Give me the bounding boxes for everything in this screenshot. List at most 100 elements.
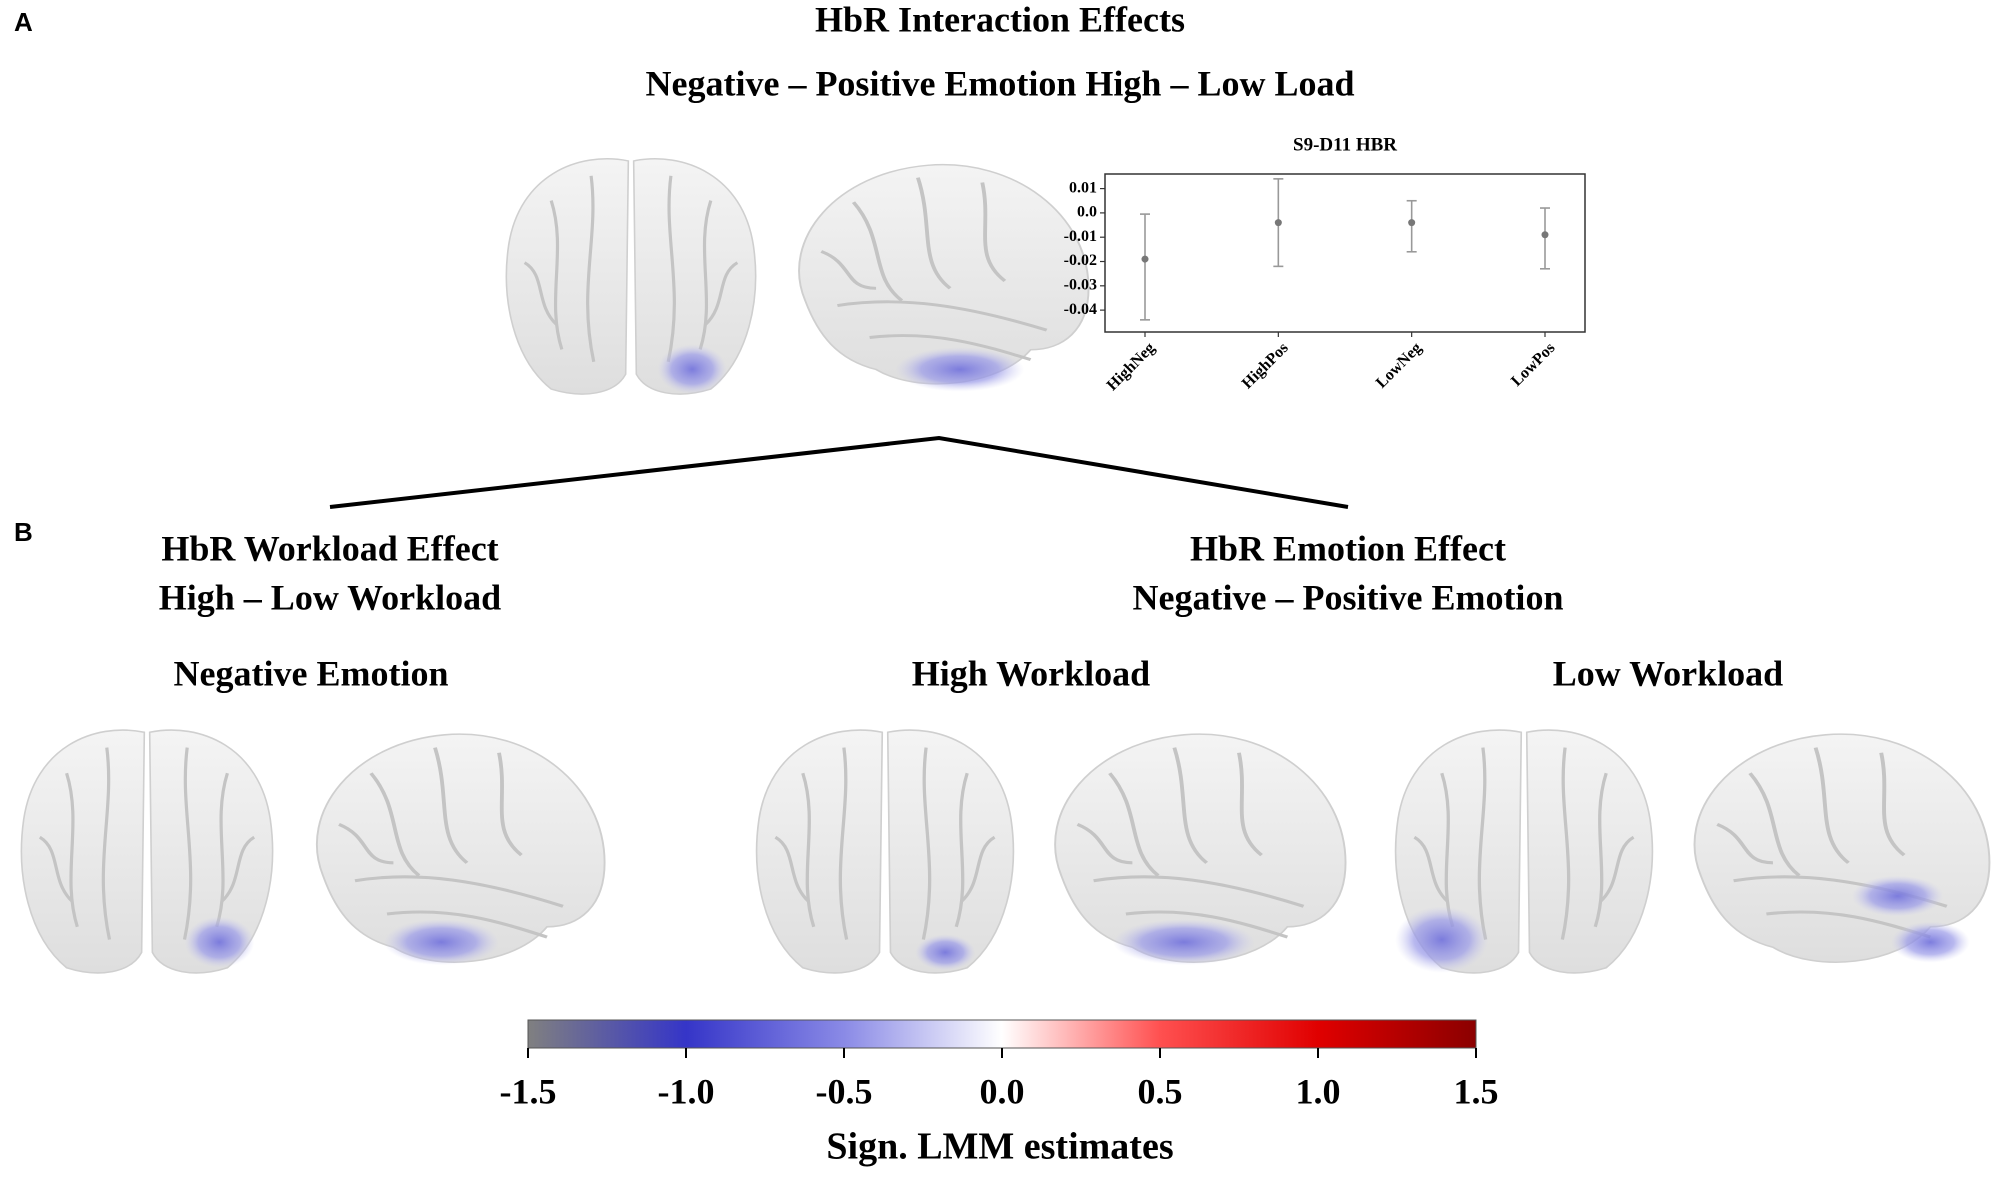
y-tick-label: 0.0 [1077,204,1097,221]
plot-frame [1104,173,1586,333]
sulcus [1593,772,1608,928]
point [1408,219,1416,227]
sulcus [820,250,877,290]
section-title: HbR Workload Effect [161,528,498,568]
sulcus [960,835,996,903]
sulcus [497,752,523,857]
sulcus [182,747,193,940]
hemisphere [20,729,146,974]
title: HbR Interaction Effects [815,0,1185,39]
sulcus [704,261,739,326]
hemisphere [755,729,884,974]
activation [1891,921,1970,963]
x-tick-label: LowPos [1508,339,1558,389]
sulcus [838,747,849,940]
hemisphere [798,163,1090,385]
sulcus [1879,752,1906,857]
brain-front [755,729,1015,974]
colorbar-tick-label: -0.5 [816,1071,873,1111]
brain-front [20,729,274,974]
condition-title: Low Workload [1553,653,1783,693]
activation [895,347,1025,392]
colorbar-tick-label: 0.0 [980,1071,1025,1111]
connector [329,435,1349,509]
sulcus [837,300,1048,332]
sulcus [369,772,421,877]
sulcus [666,175,676,363]
subtitle: Negative – Positive Emotion High – Low L… [646,63,1355,103]
panel-label: A [14,7,33,37]
activation [657,344,727,395]
sulcus [386,910,548,939]
colorbar-label: Sign. LMM estimates [826,1126,1173,1168]
colorbar-tick-label: -1.0 [658,1071,715,1111]
sulcus [523,261,558,326]
sulcus [698,200,713,350]
hemisphere [505,158,630,395]
hemisphere [148,729,274,974]
colorbar-tick-label: -1.5 [500,1071,557,1111]
activation [1112,919,1256,966]
sulcus [980,182,1007,282]
section-subtitle: High – Low Workload [159,577,501,617]
sulcus [1108,772,1160,877]
brain-front [1394,729,1654,974]
brain-side [316,733,606,966]
sulcus [549,200,564,350]
sulcus [1076,823,1133,865]
sulcus [1172,747,1209,864]
activation [383,919,499,966]
colorbar-tick-label: 0.5 [1138,1071,1183,1111]
point [1541,231,1549,239]
sulcus [101,747,112,940]
colorbar [527,1019,1477,1049]
sulcus [586,175,596,363]
sulcus [1813,747,1850,864]
section-title: HbR Emotion Effect [1190,528,1506,568]
sulcus [65,772,79,928]
sulcus [954,772,969,928]
sulcus [1748,772,1801,877]
activation [915,934,976,971]
sulcus [338,823,394,865]
y-tick-label: -0.01 [1064,228,1097,245]
x-tick-label: LowNeg [1373,339,1425,391]
section-subtitle: Negative – Positive Emotion [1133,577,1564,617]
condition-title: Negative Emotion [174,653,449,693]
point [1274,219,1282,227]
sulcus [851,201,904,302]
sulcus [916,177,952,290]
hemisphere [632,158,757,395]
sulcus [801,772,816,928]
activation [1851,875,1944,917]
activation [184,916,255,968]
hemisphere [1525,729,1654,974]
point [1141,255,1149,263]
sulcus [38,835,74,903]
colorbar-tick-label: 1.0 [1296,1071,1341,1111]
panel-label: B [14,517,33,547]
brain-side [1693,733,1991,963]
sulcus [1560,747,1571,940]
y-tick-label: -0.03 [1064,276,1097,293]
y-tick-label: 0.01 [1069,179,1097,196]
sulcus [1237,752,1263,857]
colorbar-tick-label: 1.5 [1454,1071,1499,1111]
chart-title: S9-D11 HBR [1293,134,1397,155]
activation [1395,906,1489,973]
sulcus [1413,835,1449,903]
sulcus [220,835,256,903]
sulcus [1716,823,1774,865]
brain-front [505,158,757,395]
sulcus [774,835,810,903]
sulcus [215,772,229,928]
sulcus [921,747,932,940]
x-tick-label: HighPos [1239,339,1292,392]
y-tick-label: -0.04 [1064,301,1097,318]
sulcus [433,747,469,864]
brain-side [1054,733,1347,966]
x-tick-label: HighNeg [1104,339,1159,394]
sulcus [354,875,564,908]
condition-title: High Workload [912,653,1150,693]
